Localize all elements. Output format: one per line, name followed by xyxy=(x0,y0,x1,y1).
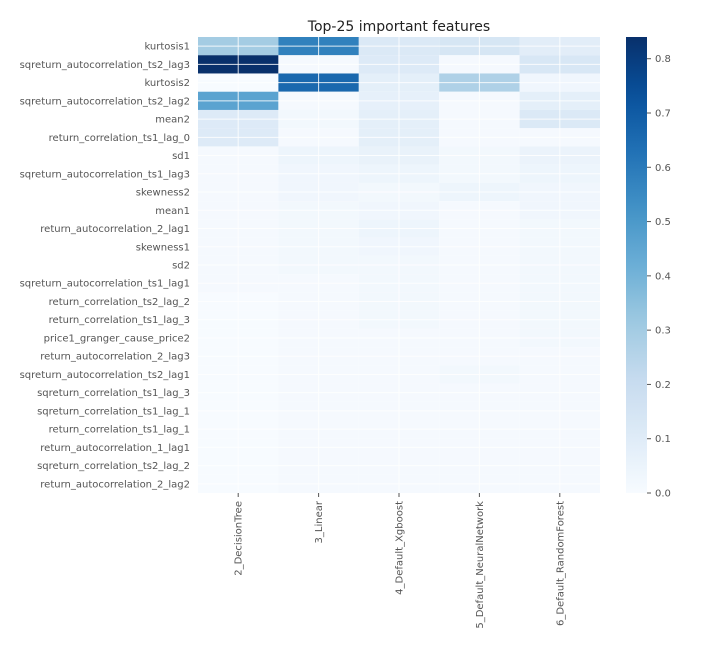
y-tick-label: sqreturn_autocorrelation_ts2_lag2 xyxy=(20,96,190,107)
y-tick-label: sqreturn_autocorrelation_ts1_lag1 xyxy=(20,279,190,290)
colorbar-tick-label: 0.4 xyxy=(655,271,671,282)
x-tick-label: 2_DecisionTree xyxy=(234,501,245,576)
y-tick-label: return_correlation_ts2_lag_2 xyxy=(49,297,190,308)
colorbar: 0.0 0.1 0.2 0.3 0.4 0.5 0.6 0.7 0.8 xyxy=(626,37,671,500)
colorbar-tick-label: 0.1 xyxy=(655,434,671,445)
y-tick-label: mean1 xyxy=(155,206,190,217)
colorbar-tick-label: 0.0 xyxy=(655,489,671,500)
grid-lines xyxy=(198,37,600,493)
y-tick-label: kurtosis1 xyxy=(144,42,190,53)
heatmap-cells xyxy=(198,37,600,493)
y-tick-label: sqreturn_correlation_ts2_lag_2 xyxy=(37,461,190,472)
colorbar-tick-label: 0.6 xyxy=(655,163,671,174)
y-tick-label: sqreturn_autocorrelation_ts1_lag3 xyxy=(20,169,190,180)
colorbar-tick-label: 0.5 xyxy=(655,217,671,228)
colorbar-tick-label: 0.2 xyxy=(655,380,671,391)
colorbar-gradient xyxy=(626,37,647,493)
y-tick-label: mean2 xyxy=(155,115,190,126)
x-tick-label: 6_Default_RandomForest xyxy=(555,501,566,626)
y-tick-label: return_autocorrelation_2_lag2 xyxy=(40,479,190,490)
y-tick-label: skewness1 xyxy=(136,242,190,253)
x-tick-label: 3_Linear xyxy=(314,500,325,543)
colorbar-tick-label: 0.8 xyxy=(655,54,671,65)
y-tick-label: kurtosis2 xyxy=(144,78,190,89)
y-tick-label: sqreturn_autocorrelation_ts2_lag3 xyxy=(20,60,190,71)
y-tick-label: return_autocorrelation_2_lag3 xyxy=(40,352,190,363)
chart-title: Top-25 important features xyxy=(307,19,490,35)
y-tick-label: sqreturn_correlation_ts1_lag_1 xyxy=(37,406,190,417)
y-tick-label: sqreturn_correlation_ts1_lag_3 xyxy=(37,388,190,399)
y-axis-labels: kurtosis1 sqreturn_autocorrelation_ts2_la… xyxy=(20,42,190,491)
y-tick-label: return_correlation_ts1_lag_3 xyxy=(49,315,190,326)
y-tick-label: return_correlation_ts1_lag_0 xyxy=(49,133,190,144)
y-tick-label: return_autocorrelation_1_lag1 xyxy=(40,443,190,454)
x-axis-labels: 2_DecisionTree 3_Linear 4_Default_Xgboost 5… xyxy=(234,493,566,629)
y-tick-label: sd1 xyxy=(172,151,190,162)
y-tick-label: skewness2 xyxy=(136,188,190,199)
colorbar-tick-label: 0.7 xyxy=(655,109,671,120)
x-tick-label: 4_Default_Xgboost xyxy=(395,501,406,595)
y-tick-label: return_autocorrelation_2_lag1 xyxy=(40,224,190,235)
y-tick-label: sqreturn_autocorrelation_ts2_lag1 xyxy=(20,370,190,381)
y-tick-label: sd2 xyxy=(172,261,190,272)
x-tick-label: 5_Default_NeuralNetwork xyxy=(475,501,486,629)
y-tick-label: price1_granger_cause_price2 xyxy=(44,333,190,344)
y-tick-label: return_correlation_ts1_lag_1 xyxy=(49,425,190,436)
colorbar-tick-label: 0.3 xyxy=(655,326,671,337)
